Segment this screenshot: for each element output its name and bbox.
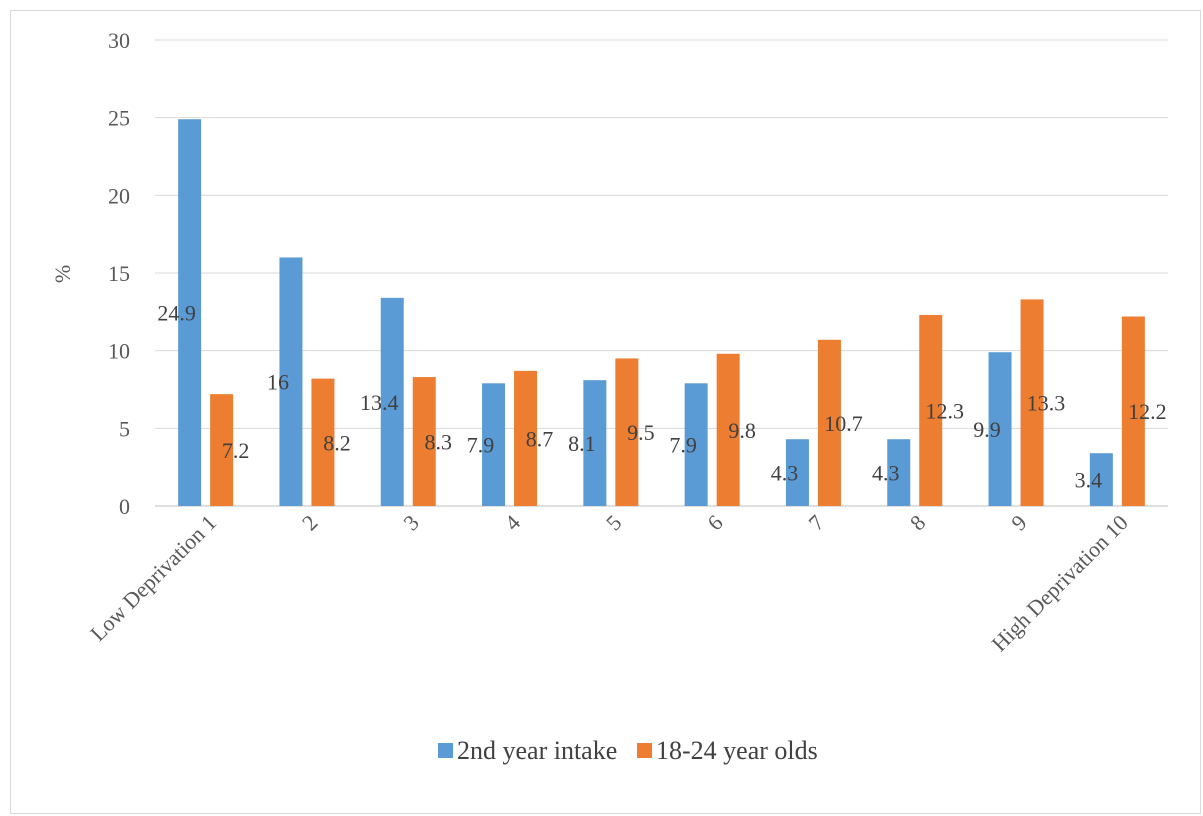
data-label: 9.5	[627, 420, 655, 445]
y-axis-ticks: 0 5 10 15 20 25 30	[108, 28, 130, 519]
data-label: 8.3	[425, 430, 453, 455]
data-label: 9.8	[728, 418, 756, 443]
bar-intake	[380, 297, 404, 506]
x-tick-label: Low Deprivation 1	[85, 510, 221, 646]
bar-age-group	[514, 370, 538, 506]
bar-age-group	[615, 358, 639, 506]
legend: 2nd year intake 18-24 year olds	[438, 736, 818, 765]
data-label: 7.2	[222, 438, 250, 463]
x-tick-label: 5	[601, 510, 626, 535]
y-tick-label: 30	[108, 28, 130, 53]
bar-intake	[583, 380, 607, 506]
y-tick-label: 0	[119, 494, 130, 519]
data-label: 8.1	[568, 431, 596, 456]
bar-age-group	[919, 314, 943, 506]
bar-age-group	[311, 378, 335, 506]
data-label: 13.4	[360, 390, 399, 415]
x-tick-label: 4	[500, 510, 525, 535]
legend-swatch	[438, 743, 453, 758]
bar-intake	[279, 257, 303, 506]
x-tick-label: 8	[905, 510, 930, 535]
x-tick-label: High Deprivation 10	[986, 510, 1132, 656]
bar-age-group	[716, 353, 740, 506]
bar-age-group	[817, 339, 841, 506]
data-label: 10.7	[824, 411, 863, 436]
bar-intake	[1089, 453, 1113, 506]
x-tick-label: 2	[297, 510, 322, 535]
bar-age-group	[210, 394, 234, 506]
data-label: 4.3	[771, 461, 799, 486]
y-tick-label: 10	[108, 339, 130, 364]
legend-swatch	[637, 743, 652, 758]
x-tick-label: 7	[804, 510, 829, 535]
data-label: 9.9	[973, 417, 1001, 442]
bar-intake	[684, 383, 708, 506]
data-label: 12.2	[1128, 399, 1167, 424]
bar-intake	[178, 119, 202, 506]
legend-label: 18-24 year olds	[656, 736, 818, 765]
data-labels: 24.9 16 13.4 7.9 8.1 7.9 4.3 4.3 9.9 3.4 7.2 8.2 8.3…	[157, 301, 1166, 493]
x-tick-label: 9	[1006, 510, 1031, 535]
bar-age-group	[1020, 299, 1044, 506]
y-tick-label: 25	[108, 106, 130, 131]
legend-label: 2nd year intake	[457, 736, 617, 765]
y-tick-label: 15	[108, 261, 130, 286]
x-tick-label: 3	[398, 510, 423, 535]
y-axis-label: %	[50, 265, 75, 283]
data-label: 16	[267, 370, 289, 395]
data-label: 12.3	[926, 398, 965, 423]
data-label: 7.9	[467, 433, 495, 458]
bar-intake	[988, 352, 1012, 506]
bar-intake	[887, 439, 911, 506]
data-label: 8.7	[526, 426, 554, 451]
data-label: 4.3	[872, 461, 900, 486]
bar-intake	[785, 439, 809, 506]
y-tick-label: 20	[108, 183, 130, 208]
data-label: 8.2	[323, 430, 351, 455]
data-label: 24.9	[157, 301, 196, 326]
bars	[178, 119, 1145, 506]
data-label: 3.4	[1075, 468, 1103, 493]
data-label: 13.3	[1027, 391, 1066, 416]
x-tick-label: 6	[702, 510, 727, 535]
y-tick-label: 5	[119, 416, 130, 441]
bar-age-group	[1121, 316, 1145, 506]
bar-age-group	[412, 377, 436, 506]
data-label: 7.9	[669, 433, 697, 458]
bar-intake	[482, 383, 506, 506]
gridlines	[155, 39, 1168, 507]
